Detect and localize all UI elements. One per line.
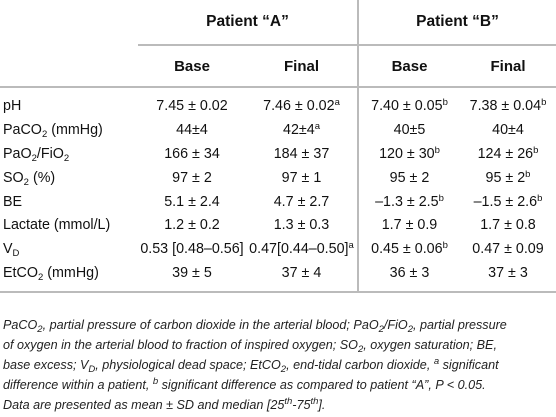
patient-a-base-header: Base <box>138 45 246 88</box>
cell-b-final: 1.7 ± 0.8 <box>480 217 536 234</box>
footnote-line: of oxygen in the arterial blood to fract… <box>3 338 497 355</box>
row-label: VD <box>3 241 20 260</box>
cell-a-final: 42±4a <box>246 117 359 142</box>
table-row-etco2: EtCO2 (mmHg) 39 ± 5 37 ± 4 36 ± 3 37 ± 3 <box>0 261 556 294</box>
corner-cell <box>0 0 138 45</box>
row-label: BE <box>3 193 23 210</box>
cell-a-base: 166 ± 34 <box>164 145 220 162</box>
patient-a-final-header: Final <box>246 45 359 88</box>
row-label: pH <box>3 97 22 114</box>
row-label-header <box>0 45 138 88</box>
cell-a-final: 184 ± 37 <box>246 141 359 166</box>
data-table-container: Patient “A” Patient “B” Base Final Base … <box>0 0 556 294</box>
table-row-lactate: Lactate (mmol/L) 1.2 ± 0.2 1.3 ± 0.3 1.7… <box>0 213 556 238</box>
cell-b-final: 37 ± 3 <box>460 261 556 294</box>
cell-b-base: –1.3 ± 2.5b <box>375 192 444 210</box>
footnote-line: difference within a patient, b significa… <box>3 376 486 392</box>
table-row-pao2-fio2: PaO2/FiO2 166 ± 34 184 ± 37 120 ± 30b 12… <box>0 141 556 166</box>
cell-a-final: 37 ± 4 <box>246 261 359 294</box>
row-label: Lactate (mmol/L) <box>3 217 111 234</box>
cell-a-final: 97 ± 1 <box>246 165 359 190</box>
cell-b-base: 7.40 ± 0.05b <box>371 96 448 114</box>
cell-a-base: 97 ± 2 <box>172 169 212 186</box>
table-row-be: BE 5.1 ± 2.4 4.7 ± 2.7 –1.3 ± 2.5b –1.5 … <box>0 189 556 214</box>
cell-a-final: 1.3 ± 0.3 <box>246 213 359 238</box>
row-label: SO2 (%) <box>3 169 56 188</box>
patient-b-base-header: Base <box>358 45 460 88</box>
table-row-ph: pH 7.45 ± 0.02 7.46 ± 0.02a 7.40 ± 0.05b… <box>0 87 556 118</box>
cell-a-final: 4.7 ± 2.7 <box>246 189 359 214</box>
cell-b-final: 0.47 ± 0.09 <box>472 241 544 258</box>
footnote-line: base excess; VD, physiological dead spac… <box>3 356 499 375</box>
table-row-vd: VD 0.53 [0.48–0.56] 0.47[0.44–0.50]a 0.4… <box>0 237 556 262</box>
cell-b-base: 0.45 ± 0.06b <box>371 240 448 258</box>
footnote-line: PaCO2, partial pressure of carbon dioxid… <box>3 318 507 335</box>
cell-b-final: 124 ± 26b <box>477 144 539 162</box>
cell-a-final: 7.46 ± 0.02a <box>246 87 359 118</box>
cell-a-base: 44±4 <box>176 121 208 138</box>
table-row-paco2: PaCO2 (mmHg) 44±4 42±4a 40±5 40±4 <box>0 117 556 142</box>
cell-a-base: 7.45 ± 0.02 <box>156 97 228 114</box>
cell-b-base: 120 ± 30b <box>379 144 440 162</box>
cell-a-base: 5.1 ± 2.4 <box>164 193 220 210</box>
cell-b-base: 36 ± 3 <box>358 261 460 294</box>
patient-b-header: Patient “B” <box>358 0 556 46</box>
table-footnote: PaCO2, partial pressure of carbon dioxid… <box>3 315 555 415</box>
patient-b-final-header: Final <box>460 45 556 88</box>
patient-a-header: Patient “A” <box>138 0 359 46</box>
cell-b-final: 40±4 <box>492 121 524 138</box>
cell-b-base: 1.7 ± 0.9 <box>381 217 438 234</box>
footnote-line: Data are presented as mean ± SD and medi… <box>3 396 326 412</box>
cell-a-base: 39 ± 5 <box>138 261 246 294</box>
cell-b-final: 7.38 ± 0.04b <box>469 96 547 114</box>
row-label: EtCO2 (mmHg) <box>0 261 138 294</box>
cell-b-base: 95 ± 2 <box>389 169 430 186</box>
cell-b-base: 40±5 <box>393 121 426 138</box>
row-label: PaO2/FiO2 <box>3 145 70 164</box>
row-label: PaCO2 (mmHg) <box>3 121 103 140</box>
cell-b-final: 95 ± 2b <box>485 168 531 186</box>
cell-a-base: 1.2 ± 0.2 <box>164 217 220 234</box>
blood-gas-table: Patient “A” Patient “B” Base Final Base … <box>0 0 556 294</box>
cell-a-final: 0.47[0.44–0.50]a <box>246 237 359 262</box>
cell-a-base: 0.53 [0.48–0.56] <box>140 241 244 258</box>
table-row-so2: SO2 (%) 97 ± 2 97 ± 1 95 ± 2 95 ± 2b <box>0 165 556 190</box>
cell-b-final: –1.5 ± 2.6b <box>473 192 543 210</box>
